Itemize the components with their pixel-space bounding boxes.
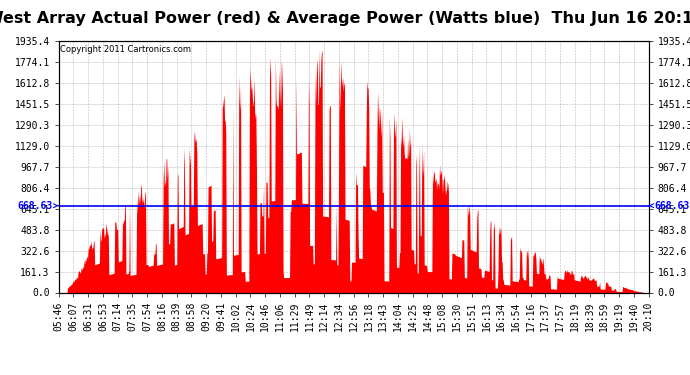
- Text: West Array Actual Power (red) & Average Power (Watts blue)  Thu Jun 16 20:13: West Array Actual Power (red) & Average …: [0, 11, 690, 26]
- Text: Copyright 2011 Cartronics.com: Copyright 2011 Cartronics.com: [60, 45, 191, 54]
- Text: 668.63: 668.63: [649, 201, 690, 211]
- Text: 668.63: 668.63: [17, 201, 59, 211]
